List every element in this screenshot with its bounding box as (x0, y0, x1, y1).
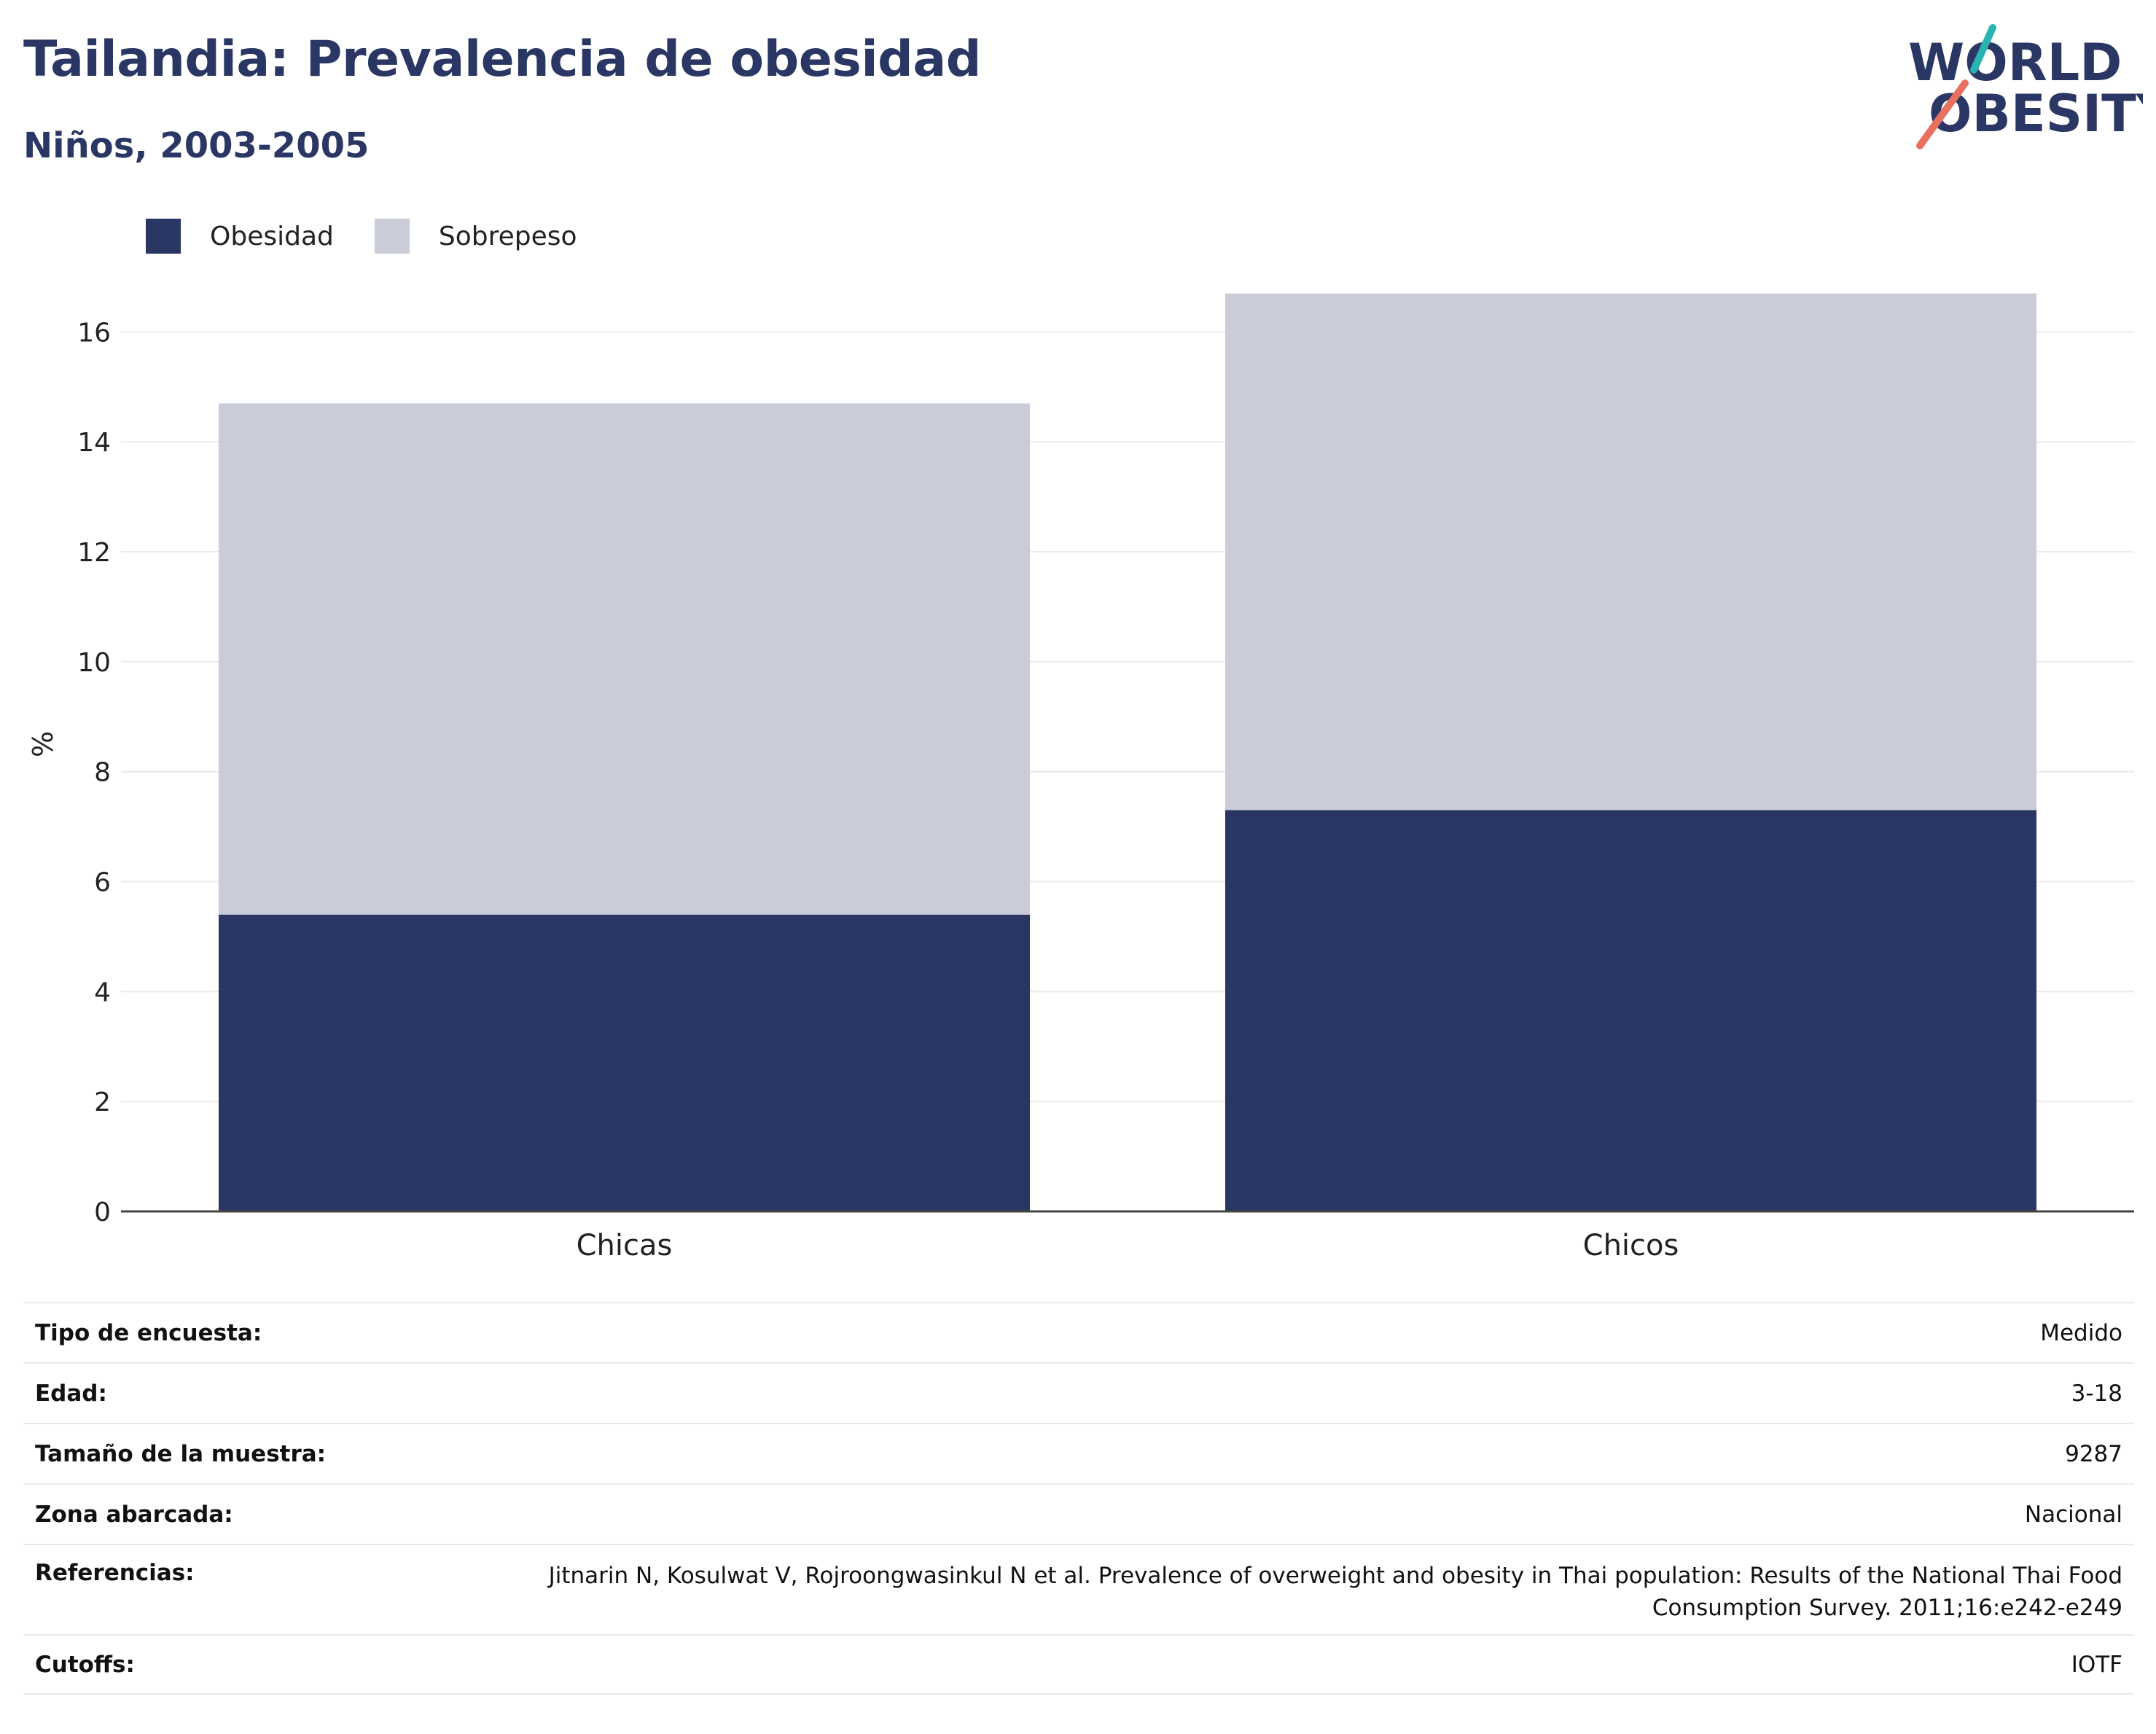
y-tick-label: 0 (94, 1198, 111, 1227)
info-label: Referencias: (35, 1560, 195, 1586)
info-value: Nacional (2024, 1501, 2122, 1528)
bar-chart: 0 2 4 6 8 10 12 14 16% Chicas Chicos (27, 293, 2134, 1262)
y-axis-label: % (27, 731, 59, 757)
legend-label-overweight: Sobrepeso (438, 221, 577, 251)
info-label: Cutoffs: (35, 1651, 135, 1678)
legend-swatch-obesity (146, 219, 181, 254)
info-label: Zona abarcada: (35, 1501, 233, 1528)
info-value: 9287 (2065, 1440, 2122, 1467)
bar-obesity (1225, 810, 2037, 1211)
info-table: Tipo de encuesta: Medido Edad: 3-18 Tama… (23, 1302, 2134, 1695)
bar-overweight (218, 403, 1031, 915)
y-tick-label: 14 (77, 428, 111, 458)
x-tick-label: Chicas (577, 1229, 673, 1262)
info-row-references: Referencias: Jitnarin N, Kosulwat V, Roj… (23, 1544, 2134, 1634)
info-row-area: Zona abarcada: Nacional (23, 1483, 2134, 1544)
info-value: Jitnarin N, Kosulwat V, Rojroongwasinkul… (548, 1563, 2122, 1621)
logo-teal-slash (1970, 24, 1996, 74)
y-tick-label: 2 (94, 1087, 111, 1117)
y-tick-label: 16 (77, 318, 111, 348)
info-value: IOTF (2071, 1651, 2122, 1678)
y-tick-label: 4 (94, 977, 111, 1007)
world-obesity-logo: WORLD OBESITY (1908, 24, 2143, 149)
x-tick-label: Chicos (1583, 1229, 1679, 1262)
y-tick-label: 10 (77, 648, 111, 678)
y-tick-label: 8 (94, 758, 111, 788)
logo-text-obesity: OBESITY (1929, 84, 2143, 144)
bar-obesity (218, 914, 1031, 1211)
legend-swatch-overweight (374, 219, 410, 254)
y-tick-label: 6 (94, 868, 111, 898)
info-label: Tamaño de la muestra: (35, 1440, 327, 1467)
legend-label-obesity: Obesidad (210, 221, 334, 251)
chart-legend: Obesidad Sobrepeso (146, 219, 618, 254)
y-tick-label: 12 (77, 538, 111, 568)
info-row-survey-type: Tipo de encuesta: Medido (23, 1302, 2134, 1362)
info-value: Medido (2040, 1319, 2122, 1346)
page-title: Tailandia: Prevalencia de obesidad (23, 31, 981, 88)
logo-text-world: WORLD (1908, 33, 2122, 93)
info-label: Tipo de encuesta: (35, 1319, 262, 1346)
info-row-sample-size: Tamaño de la muestra: 9287 (23, 1423, 2134, 1483)
info-row-cutoffs: Cutoffs: IOTF (23, 1634, 2134, 1695)
logo-coral-slash (1916, 79, 1969, 149)
legend-item-overweight[interactable]: Sobrepeso (374, 219, 577, 254)
bar-overweight (1225, 293, 2037, 811)
page-subtitle: Niños, 2003-2005 (23, 125, 370, 166)
legend-item-obesity[interactable]: Obesidad (146, 219, 334, 254)
info-label: Edad: (35, 1380, 107, 1407)
info-row-age: Edad: 3-18 (23, 1362, 2134, 1423)
info-value: 3-18 (2071, 1380, 2122, 1407)
